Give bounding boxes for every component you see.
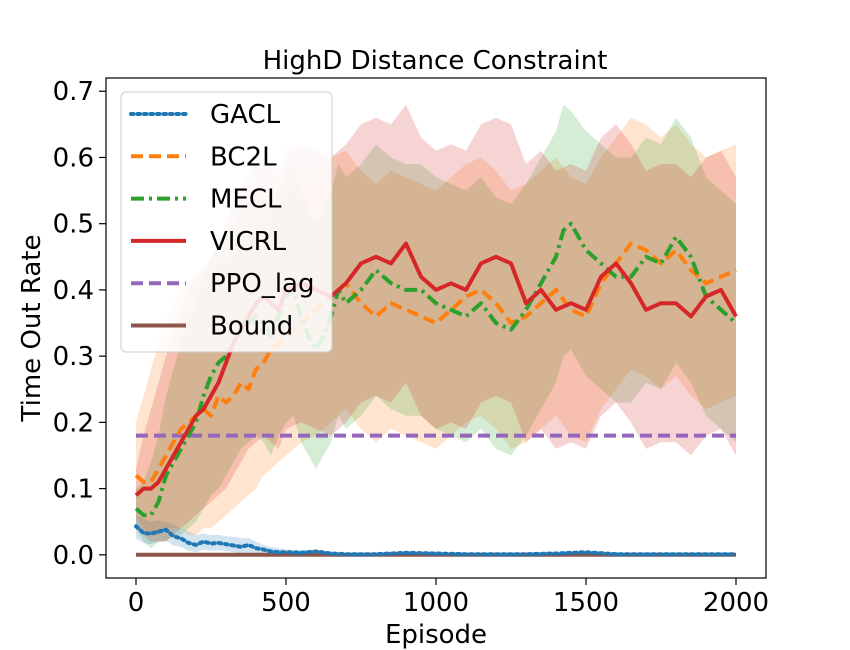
y-tick-label: 0.6: [53, 143, 94, 173]
legend: GACL BC2L MECL VICRL PPO_lag Bound: [120, 91, 333, 353]
axes: 0 500 1000 1500 2000 0.00.10.20.30.40.50.60.…: [53, 77, 769, 618]
x-tick-label: 1000: [403, 588, 469, 618]
x-tick-label: 500: [261, 588, 311, 618]
legend-label: PPO_lag: [210, 269, 314, 299]
legend-item-bc2l: BC2L: [131, 142, 277, 172]
legend-label: VICRL: [210, 227, 287, 257]
gacl-line: [134, 524, 738, 557]
legend-label: BC2L: [210, 142, 277, 172]
legend-items: GACL BC2L MECL VICRL PPO_lag Bound: [129, 100, 314, 342]
y-ticks: 0.0 0.1 0.2 0.3 0.4 0.5 0.6 0.7: [53, 77, 106, 571]
y-tick-label: 0.0: [53, 541, 94, 571]
legend-item-ppo-lag: PPO_lag: [131, 269, 314, 299]
vicrl-line: [134, 241, 738, 497]
gacl-band: [136, 515, 736, 555]
legend-item-mecl: MECL: [131, 185, 282, 215]
y-axis-label: Time Out Rate: [17, 235, 47, 423]
y-tick-label: 0.3: [53, 342, 94, 372]
legend-label: Bound: [210, 312, 293, 342]
y-tick-label: 0.7: [53, 77, 94, 107]
y-tick-label: 0.5: [53, 210, 94, 240]
y-tick-label: 0.2: [53, 408, 94, 438]
x-axis-label: Episode: [385, 620, 487, 650]
chart-title: HighD Distance Constraint: [263, 46, 608, 76]
y-tick-label: 0.4: [53, 276, 94, 306]
x-tick-label: 2000: [703, 588, 769, 618]
x-tick-label: 1500: [553, 588, 619, 618]
legend-label: MECL: [210, 185, 282, 215]
legend-label: GACL: [210, 100, 281, 130]
x-tick-label: 0: [128, 588, 145, 618]
legend-item-gacl: GACL: [129, 100, 281, 130]
series-lines: [134, 221, 738, 557]
legend-item-bound: Bound: [131, 312, 293, 342]
legend-item-vicrl: VICRL: [131, 227, 287, 257]
x-ticks: 0 500 1000 1500 2000: [128, 578, 769, 618]
y-tick-label: 0.1: [53, 475, 94, 505]
